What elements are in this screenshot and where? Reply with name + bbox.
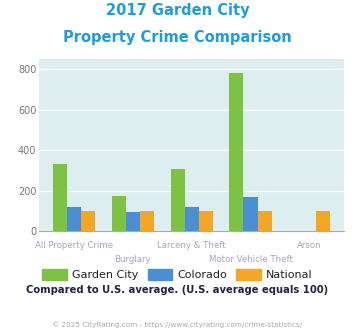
Text: Arson: Arson — [297, 241, 322, 250]
Bar — [67, 207, 81, 231]
Text: 2017 Garden City: 2017 Garden City — [106, 3, 249, 18]
Text: Burglary: Burglary — [115, 255, 151, 264]
Bar — [53, 164, 67, 231]
Bar — [199, 211, 213, 231]
Bar — [185, 207, 199, 231]
Bar — [229, 73, 244, 231]
Text: © 2025 CityRating.com - https://www.cityrating.com/crime-statistics/: © 2025 CityRating.com - https://www.city… — [53, 322, 302, 328]
Bar — [316, 211, 331, 231]
Text: Larceny & Theft: Larceny & Theft — [157, 241, 226, 250]
Bar — [170, 169, 185, 231]
Bar — [258, 211, 272, 231]
Text: Property Crime Comparison: Property Crime Comparison — [63, 30, 292, 45]
Bar — [112, 196, 126, 231]
Bar — [140, 211, 154, 231]
Text: Compared to U.S. average. (U.S. average equals 100): Compared to U.S. average. (U.S. average … — [26, 285, 329, 295]
Text: All Property Crime: All Property Crime — [35, 241, 113, 250]
Bar — [126, 212, 140, 231]
Legend: Garden City, Colorado, National: Garden City, Colorado, National — [38, 265, 317, 284]
Bar — [244, 197, 258, 231]
Text: Motor Vehicle Theft: Motor Vehicle Theft — [209, 255, 293, 264]
Bar — [81, 211, 95, 231]
